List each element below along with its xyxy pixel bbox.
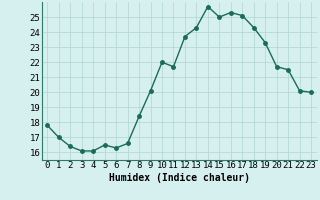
X-axis label: Humidex (Indice chaleur): Humidex (Indice chaleur) xyxy=(109,173,250,183)
